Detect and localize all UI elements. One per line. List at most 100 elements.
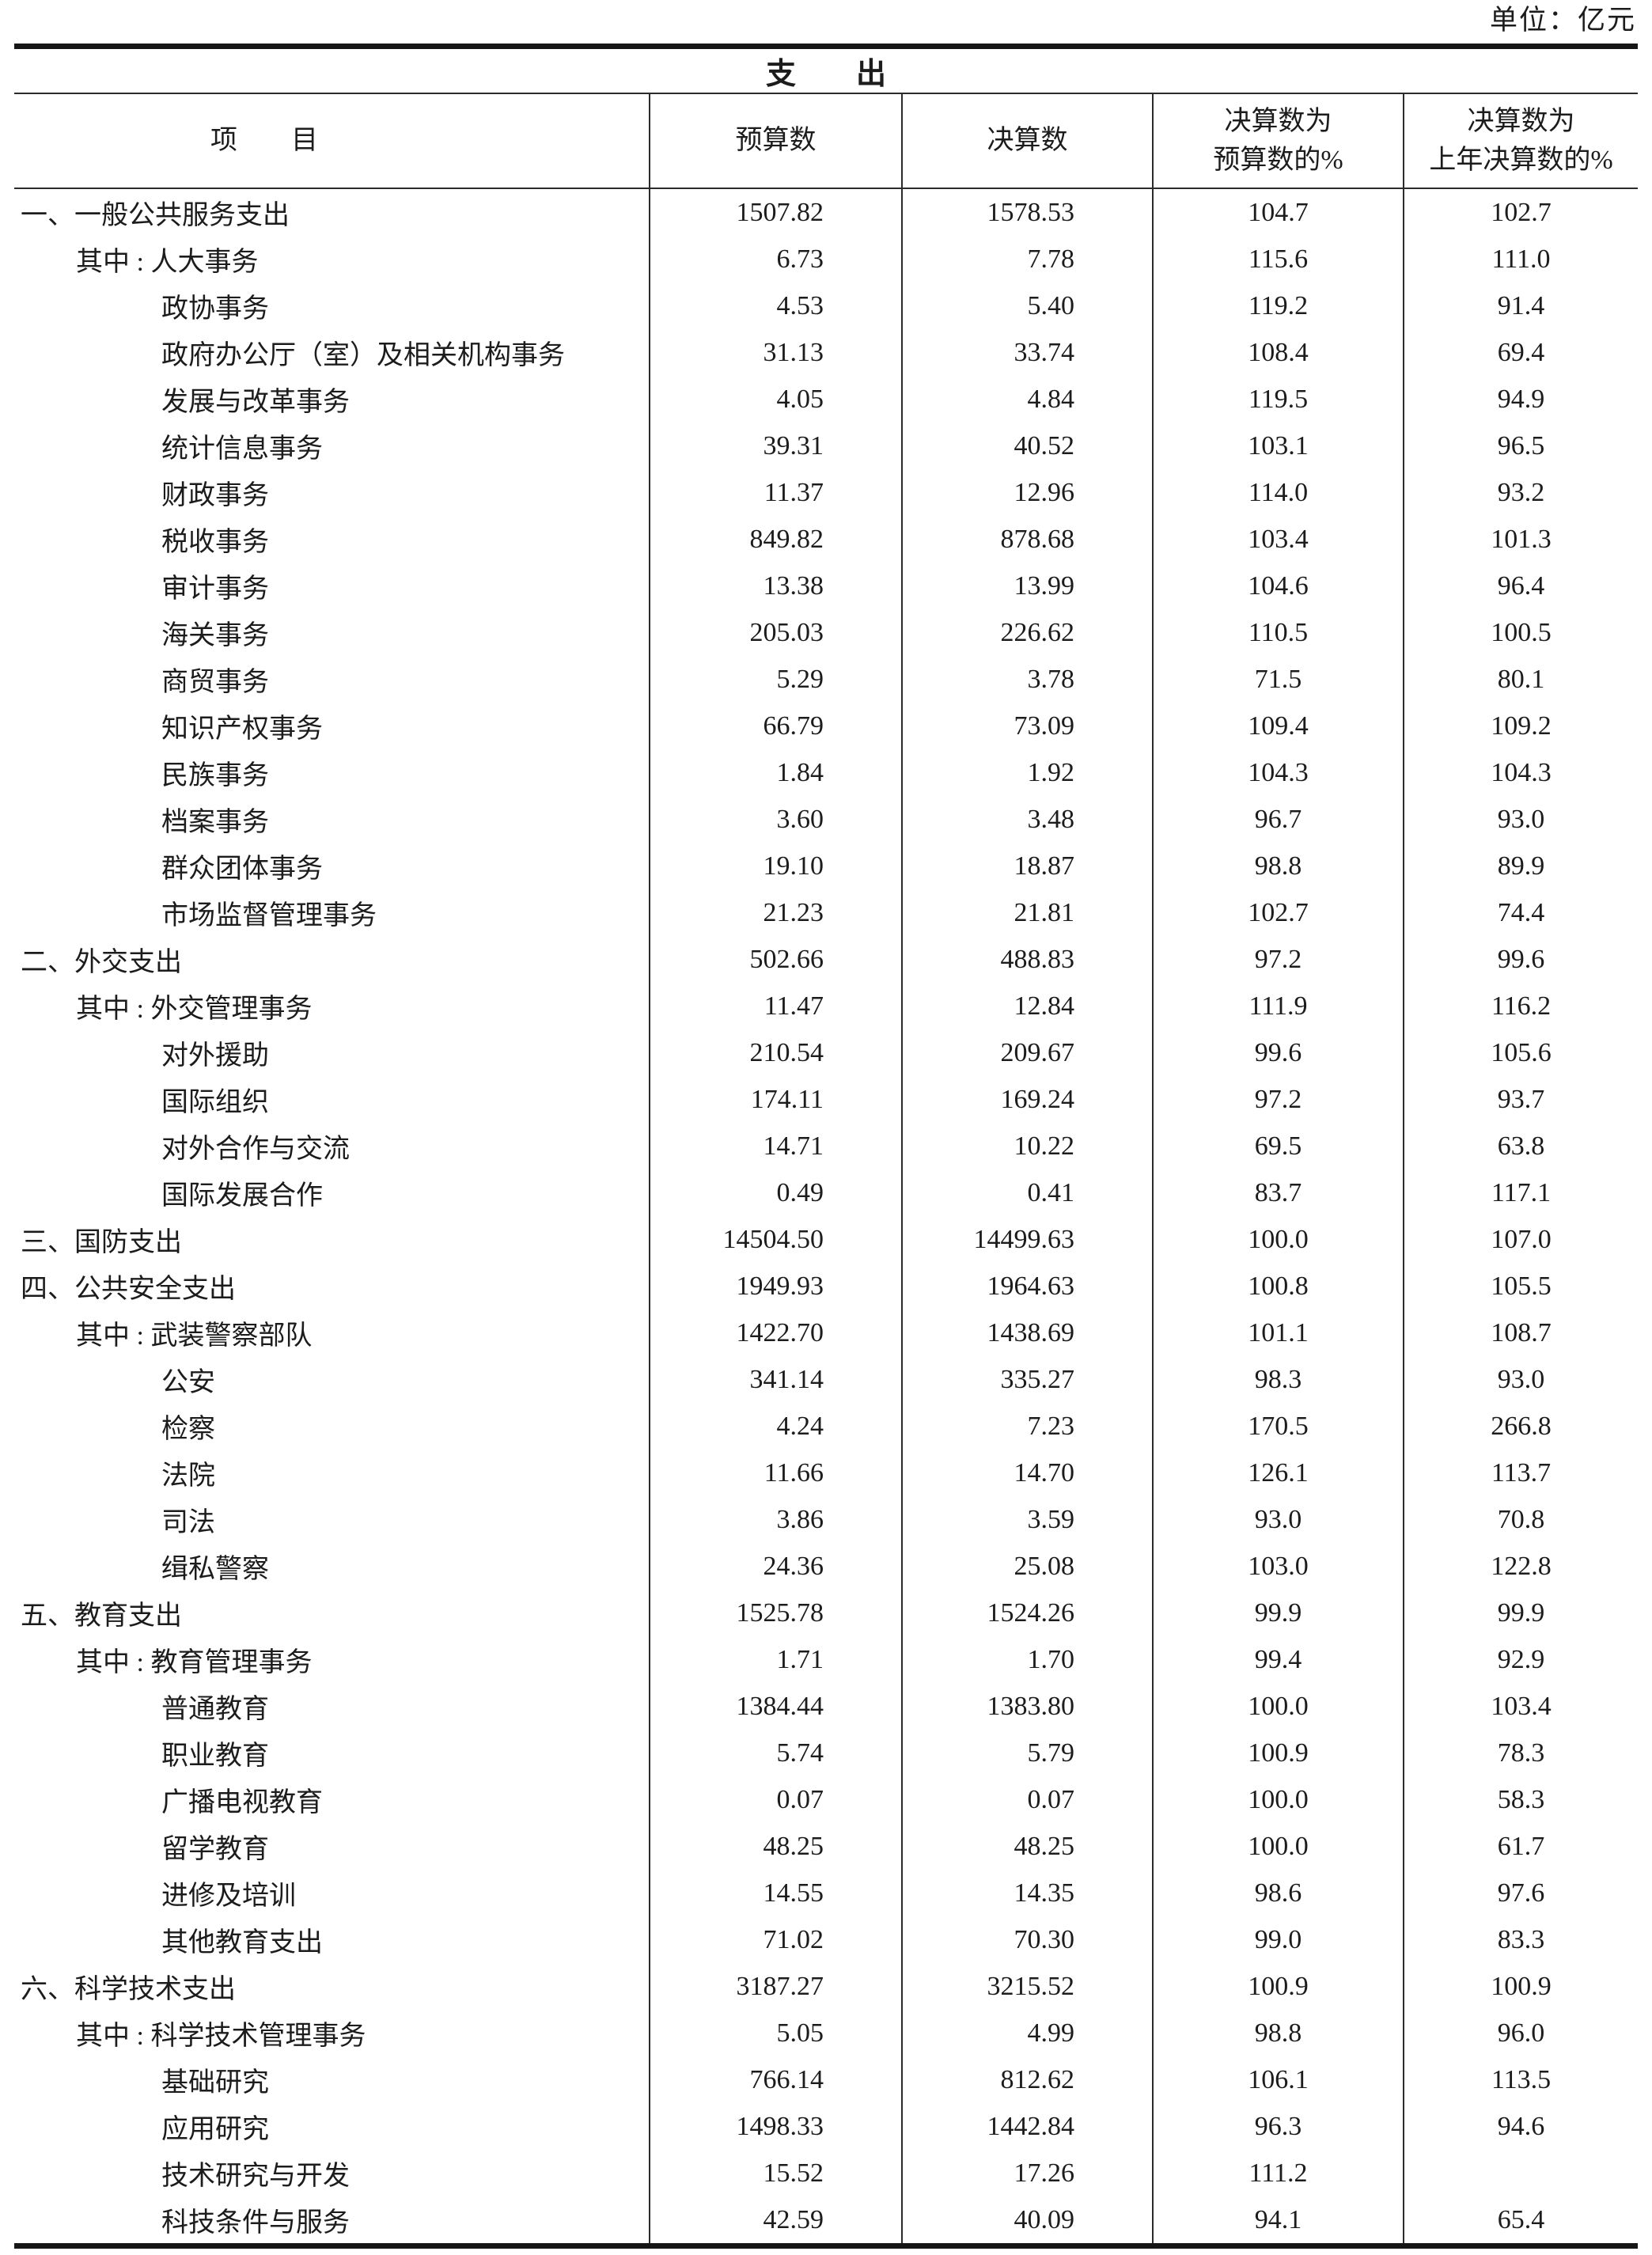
pct-of-prev-year-value: 89.9 xyxy=(1402,843,1639,889)
budget-value: 11.47 xyxy=(649,983,902,1029)
item-label: 其中 : 教育管理事务 xyxy=(76,1648,313,1677)
pct-of-budget-value: 100.0 xyxy=(1152,1683,1404,1730)
item-label: 缉私警察 xyxy=(161,1555,269,1584)
item-label: 发展与改革事务 xyxy=(161,388,350,417)
pct-of-budget-value: 119.5 xyxy=(1152,376,1404,423)
final-value: 878.68 xyxy=(901,516,1153,563)
final-value: 0.07 xyxy=(901,1776,1153,1823)
pct-of-prev-year-value: 96.5 xyxy=(1402,423,1639,469)
table-row: 五、教育支出 1525.78 1524.26 99.9 99.9 xyxy=(14,1590,1639,1636)
pct-of-budget-value: 126.1 xyxy=(1152,1450,1404,1496)
pct-of-prev-year-value: 74.4 xyxy=(1402,889,1639,936)
item-label: 广播电视教育 xyxy=(161,1788,323,1817)
pct-of-budget-value: 98.8 xyxy=(1152,843,1404,889)
pct-of-budget-value: 96.7 xyxy=(1152,796,1404,843)
pct-of-prev-year-value: 80.1 xyxy=(1402,656,1639,703)
pct-of-budget-value: 104.7 xyxy=(1152,188,1404,236)
pct-of-prev-year-value: 113.7 xyxy=(1402,1450,1639,1496)
pct-of-budget-value: 110.5 xyxy=(1152,609,1404,656)
final-value: 70.30 xyxy=(901,1916,1153,1963)
budget-value: 3.86 xyxy=(649,1496,902,1543)
final-value: 14.70 xyxy=(901,1450,1153,1496)
final-value: 12.96 xyxy=(901,469,1153,516)
budget-value: 66.79 xyxy=(649,703,902,749)
budget-value: 24.36 xyxy=(649,1543,902,1590)
pct-of-budget-value: 100.0 xyxy=(1152,1216,1404,1263)
pct-of-budget-value: 69.5 xyxy=(1152,1123,1404,1169)
table-row: 技术研究与开发 15.52 17.26 111.2 xyxy=(14,2150,1639,2196)
pct-of-budget-value: 101.1 xyxy=(1152,1309,1404,1356)
final-value: 488.83 xyxy=(901,936,1153,983)
item-label: 政府办公厅（室）及相关机构事务 xyxy=(161,341,565,370)
final-value: 226.62 xyxy=(901,609,1153,656)
budget-value: 341.14 xyxy=(649,1356,902,1403)
budget-value: 14.71 xyxy=(649,1123,902,1169)
budget-value: 11.66 xyxy=(649,1450,902,1496)
pct-of-prev-year-value: 94.6 xyxy=(1402,2103,1639,2150)
pct-of-budget-value: 99.6 xyxy=(1152,1029,1404,1076)
table-header-row: 项 目 预算数 决算数 决算数为 预算数的% 决算数为 上年决算数的% xyxy=(14,93,1639,189)
item-label: 国际发展合作 xyxy=(161,1181,323,1211)
item-label: 对外合作与交流 xyxy=(161,1135,350,1164)
pct-of-budget-value: 99.0 xyxy=(1152,1916,1404,1963)
item-label: 留学教育 xyxy=(161,1835,269,1864)
budget-value: 174.11 xyxy=(649,1076,902,1123)
table-row: 六、科学技术支出 3187.27 3215.52 100.9 100.9 xyxy=(14,1963,1639,2010)
final-value: 4.84 xyxy=(901,376,1153,423)
item-label: 市场监督管理事务 xyxy=(161,901,377,930)
table-row: 普通教育 1384.44 1383.80 100.0 103.4 xyxy=(14,1683,1639,1730)
item-label: 基础研究 xyxy=(161,2068,269,2098)
budget-value: 39.31 xyxy=(649,423,902,469)
pct-of-budget-value: 108.4 xyxy=(1152,329,1404,376)
table-row: 审计事务 13.38 13.99 104.6 96.4 xyxy=(14,563,1639,609)
table-row: 检察 4.24 7.23 170.5 266.8 xyxy=(14,1403,1639,1450)
budget-value: 71.02 xyxy=(649,1916,902,1963)
pct-of-prev-year-value: 105.5 xyxy=(1402,1263,1639,1309)
table-row: 政协事务 4.53 5.40 119.2 91.4 xyxy=(14,282,1639,329)
pct-of-budget-value: 170.5 xyxy=(1152,1403,1404,1450)
final-value: 18.87 xyxy=(901,843,1153,889)
table-row: 发展与改革事务 4.05 4.84 119.5 94.9 xyxy=(14,376,1639,423)
item-label: 其中 : 人大事务 xyxy=(76,248,259,277)
final-value: 48.25 xyxy=(901,1823,1153,1870)
pct-of-budget-value: 98.8 xyxy=(1152,2010,1404,2056)
final-value: 14499.63 xyxy=(901,1216,1153,1263)
table-row: 留学教育 48.25 48.25 100.0 61.7 xyxy=(14,1823,1639,1870)
pct-of-prev-year-value: 122.8 xyxy=(1402,1543,1639,1590)
table-row: 二、外交支出 502.66 488.83 97.2 99.6 xyxy=(14,936,1639,983)
final-value: 3215.52 xyxy=(901,1963,1153,2010)
pct-of-prev-year-value: 109.2 xyxy=(1402,703,1639,749)
pct-of-prev-year-value: 93.2 xyxy=(1402,469,1639,516)
pct-of-prev-year-value: 266.8 xyxy=(1402,1403,1639,1450)
budget-value: 14.55 xyxy=(649,1870,902,1916)
pct-of-budget-value: 100.9 xyxy=(1152,1963,1404,2010)
pct-of-prev-year-value: 108.7 xyxy=(1402,1309,1639,1356)
pct-of-budget-value: 106.1 xyxy=(1152,2056,1404,2103)
final-value: 4.99 xyxy=(901,2010,1153,2056)
item-label: 财政事务 xyxy=(161,481,269,510)
table-row: 财政事务 11.37 12.96 114.0 93.2 xyxy=(14,469,1639,516)
item-label: 其中 : 科学技术管理事务 xyxy=(76,2022,366,2051)
item-label: 税收事务 xyxy=(161,528,269,557)
budget-value: 13.38 xyxy=(649,563,902,609)
pct-of-budget-value: 99.9 xyxy=(1152,1590,1404,1636)
table-row: 职业教育 5.74 5.79 100.9 78.3 xyxy=(14,1730,1639,1776)
budget-value: 48.25 xyxy=(649,1823,902,1870)
item-label: 知识产权事务 xyxy=(161,714,323,744)
item-label: 三、国防支出 xyxy=(21,1228,182,1257)
budget-value: 0.49 xyxy=(649,1169,902,1216)
budget-value: 4.53 xyxy=(649,282,902,329)
table-row: 税收事务 849.82 878.68 103.4 101.3 xyxy=(14,516,1639,563)
pct-of-prev-year-value: 97.6 xyxy=(1402,1870,1639,1916)
pct-of-budget-value: 109.4 xyxy=(1152,703,1404,749)
item-label: 司法 xyxy=(161,1508,215,1537)
table-row: 司法 3.86 3.59 93.0 70.8 xyxy=(14,1496,1639,1543)
pct-of-prev-year-value: 111.0 xyxy=(1402,236,1639,282)
pct-of-budget-value: 103.1 xyxy=(1152,423,1404,469)
final-value: 13.99 xyxy=(901,563,1153,609)
pct-of-budget-value: 99.4 xyxy=(1152,1636,1404,1683)
pct-of-budget-value: 102.7 xyxy=(1152,889,1404,936)
pct-of-prev-year-value: 104.3 xyxy=(1402,749,1639,796)
final-value: 5.79 xyxy=(901,1730,1153,1776)
pct-of-prev-year-value: 61.7 xyxy=(1402,1823,1639,1870)
